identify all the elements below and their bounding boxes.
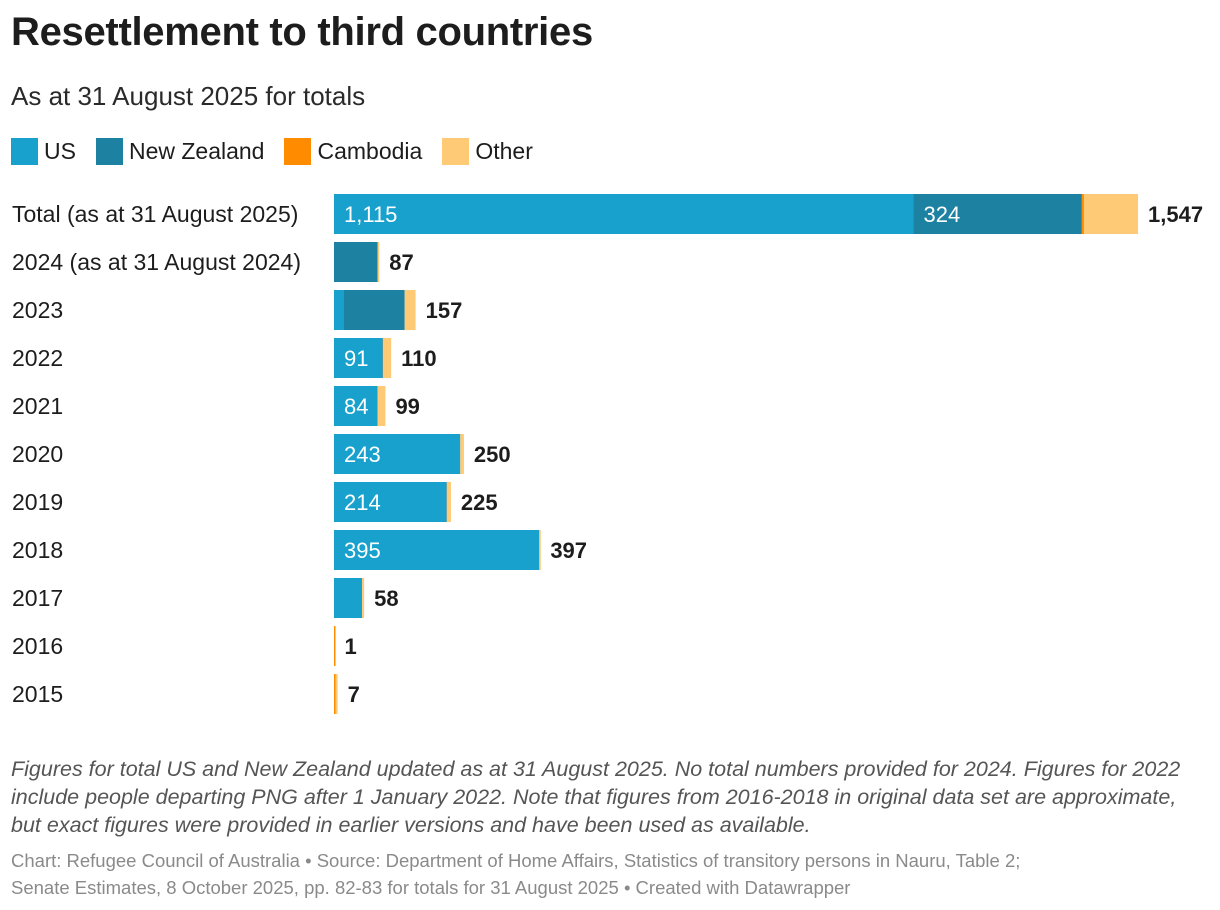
total-value-label: 58 xyxy=(374,586,398,611)
segment-value-label: 214 xyxy=(344,490,381,515)
total-value-label: 397 xyxy=(550,538,587,563)
legend-item-other: Other xyxy=(442,138,533,165)
bar-row: 2024 (as at 31 August 2024) 87 xyxy=(12,242,414,282)
category-label: 2016 xyxy=(12,633,63,659)
bar-segment-other xyxy=(1083,194,1138,234)
category-label: 2017 xyxy=(12,585,63,611)
chart-footer: Chart: Refugee Council of Australia • So… xyxy=(11,847,1211,901)
bar-row: 2018 395 397 xyxy=(12,530,587,570)
bar-segment-other xyxy=(335,674,338,714)
bar-row: 2015 7 xyxy=(12,674,360,714)
category-label: 2024 (as at 31 August 2024) xyxy=(12,249,301,275)
legend-label-cambodia: Cambodia xyxy=(317,138,423,164)
footer-source-line-1: Chart: Refugee Council of Australia • So… xyxy=(11,850,1021,871)
bar-segment-us xyxy=(334,578,363,618)
bar-row: 2017 58 xyxy=(12,578,399,618)
bar-row: Total (as at 31 August 2025) 1,115 324 1,54… xyxy=(12,194,1203,234)
legend-label-other: Other xyxy=(475,138,533,164)
bar-segment-other xyxy=(382,338,392,378)
segment-value-label: 1,115 xyxy=(344,202,397,227)
category-label: Total (as at 31 August 2025) xyxy=(12,201,298,227)
legend-item-us: US xyxy=(11,138,76,165)
bar-segment-cambodia xyxy=(334,626,336,666)
total-value-label: 1 xyxy=(345,634,357,659)
bar-row: 2022 91 110 xyxy=(12,338,437,378)
bar-segment-us xyxy=(334,386,378,426)
bar-row: 2016 1 xyxy=(12,626,357,666)
chart-title: Resettlement to third countries xyxy=(11,10,593,54)
bar-segment-new-zealand xyxy=(343,290,405,330)
total-value-label: 157 xyxy=(426,298,463,323)
bar-segment-us xyxy=(334,482,446,522)
segment-value-label: 395 xyxy=(344,538,381,563)
bar-segment-other xyxy=(460,434,464,474)
total-value-label: 7 xyxy=(348,682,360,707)
bar-segment-us xyxy=(334,338,382,378)
total-value-label: 99 xyxy=(395,394,419,419)
bar-segment-other xyxy=(404,290,416,330)
bar-segment-us xyxy=(334,290,344,330)
bar-segment-new-zealand xyxy=(334,242,378,282)
legend-swatch-cambodia xyxy=(284,138,312,165)
bar-segment-us xyxy=(334,434,461,474)
bar-segment-new-zealand xyxy=(381,338,383,378)
legend-item-cambodia: Cambodia xyxy=(284,138,422,165)
category-label: 2023 xyxy=(12,297,63,323)
bar-segment-cambodia xyxy=(1081,194,1084,234)
bar-segment-new-zealand xyxy=(913,194,1082,234)
legend-label-us: US xyxy=(44,138,76,164)
category-label: 2020 xyxy=(12,441,63,467)
bar-segment-us xyxy=(334,530,540,570)
category-label: 2021 xyxy=(12,393,63,419)
total-value-label: 1,547 xyxy=(1148,202,1203,227)
bar-segment-new-zealand xyxy=(445,482,447,522)
segment-value-label: 91 xyxy=(344,346,368,371)
legend-label-new-zealand: New Zealand xyxy=(128,138,265,164)
bar-segment-other xyxy=(377,242,380,282)
bar-segment-us xyxy=(334,194,914,234)
category-label: 2015 xyxy=(12,681,63,707)
total-value-label: 250 xyxy=(474,442,511,467)
chart-note: Figures for total US and New Zealand upd… xyxy=(11,757,1181,837)
footer-source-line-2: Senate Estimates, 8 October 2025, pp. 82… xyxy=(11,877,851,898)
legend: US New Zealand Cambodia Other xyxy=(11,138,553,165)
total-value-label: 110 xyxy=(401,346,437,371)
total-value-label: 225 xyxy=(461,490,498,515)
bar-segment-other xyxy=(377,386,386,426)
legend-swatch-new-zealand xyxy=(95,138,123,165)
segment-value-label: 243 xyxy=(344,442,381,467)
bar-row: 2021 84 99 xyxy=(12,386,420,426)
legend-swatch-us xyxy=(11,138,38,165)
bar-segment-other xyxy=(539,530,541,570)
bar-segment-other xyxy=(362,578,365,618)
bar-row: 2020 243 250 xyxy=(12,434,511,474)
category-label: 2018 xyxy=(12,537,63,563)
bar-segment-cambodia xyxy=(334,674,336,714)
bar-row: 2023 157 xyxy=(12,290,462,330)
legend-item-new-zealand: New Zealand xyxy=(95,138,265,165)
category-label: 2022 xyxy=(12,345,63,371)
segment-value-label: 84 xyxy=(344,394,368,419)
legend-swatch-other xyxy=(442,138,470,165)
bar-segment-other xyxy=(446,482,451,522)
total-value-label: 87 xyxy=(389,250,413,275)
chart-subtitle: As at 31 August 2025 for totals xyxy=(11,81,366,111)
bar-row: 2019 214 225 xyxy=(12,482,498,522)
segment-value-label: 324 xyxy=(923,202,960,227)
category-label: 2019 xyxy=(12,489,63,515)
bar-chart: Total (as at 31 August 2025) 1,115 324 1,54… xyxy=(12,194,1203,714)
